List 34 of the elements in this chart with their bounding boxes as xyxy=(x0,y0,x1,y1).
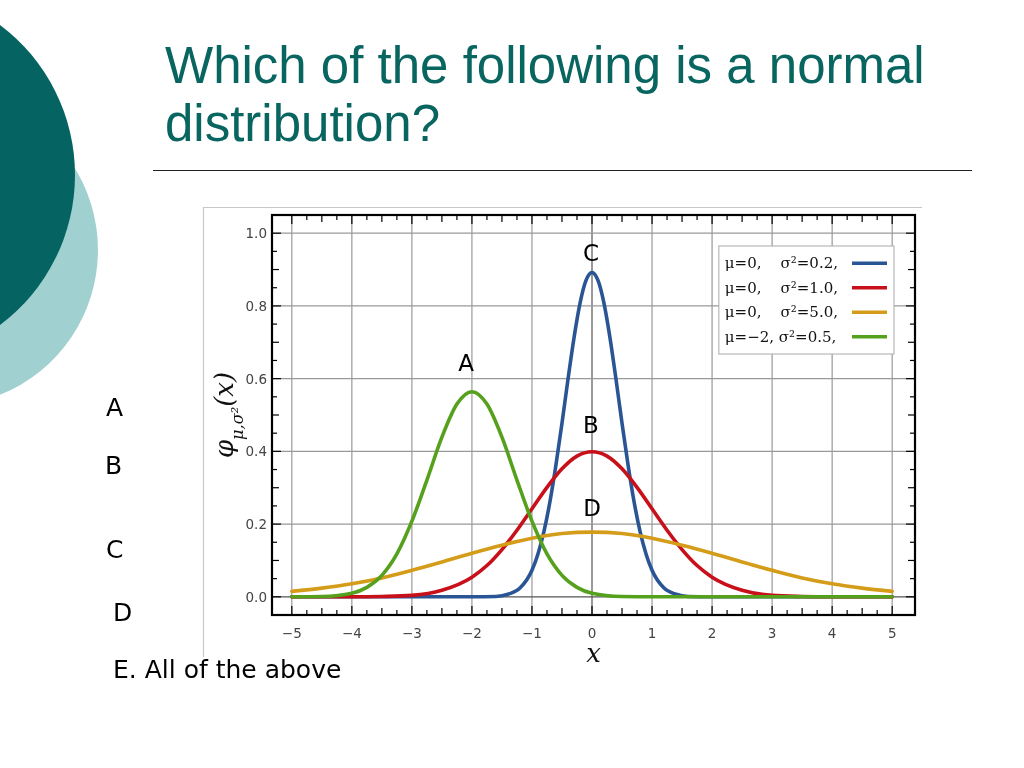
legend-label: μ=0, σ²=1.0, xyxy=(724,278,839,297)
text: A xyxy=(106,393,124,422)
line-series xyxy=(290,530,894,594)
x-tick-label: −3 xyxy=(401,625,422,641)
x-tick-label: −5 xyxy=(281,625,302,641)
y-tick-label: 0.4 xyxy=(245,443,267,460)
x-tick-label: −2 xyxy=(461,625,482,641)
x-tick-label: 3 xyxy=(767,625,777,641)
y-tick-label: 0.0 xyxy=(245,588,267,605)
line-series xyxy=(290,389,894,599)
y-tick-label: 1.0 xyxy=(245,225,267,242)
x-tick-label: −1 xyxy=(522,625,542,641)
x-tick-label: 1 xyxy=(647,625,657,641)
x-tick-label: −4 xyxy=(341,625,362,641)
y-tick-label: 0.2 xyxy=(245,516,267,533)
text: D xyxy=(113,598,133,627)
x-tick-label: 0 xyxy=(587,625,597,641)
legend-label: μ=0, σ²=5.0, xyxy=(724,303,839,322)
annotation: A xyxy=(458,350,475,377)
y-tick-label: 0.6 xyxy=(245,370,267,387)
legend-label: μ=0, σ²=0.2, xyxy=(724,254,839,273)
annotation: B xyxy=(583,412,599,439)
legend-label: μ=−2, σ²=0.5, xyxy=(724,327,837,346)
annotation: D xyxy=(583,495,601,522)
x-tick-label: 4 xyxy=(827,625,837,641)
y-tick-label: 0.8 xyxy=(245,297,267,314)
text: C xyxy=(106,535,124,564)
x-axis-title: x xyxy=(586,638,602,668)
x-tick-label: 5 xyxy=(887,625,897,641)
x-tick-label: 2 xyxy=(707,625,717,641)
annotation: C xyxy=(582,240,600,267)
text: B xyxy=(105,451,123,480)
chart-title: Which of the following is a normal distribution? xyxy=(165,37,925,152)
text: E. All of the above xyxy=(113,655,342,684)
